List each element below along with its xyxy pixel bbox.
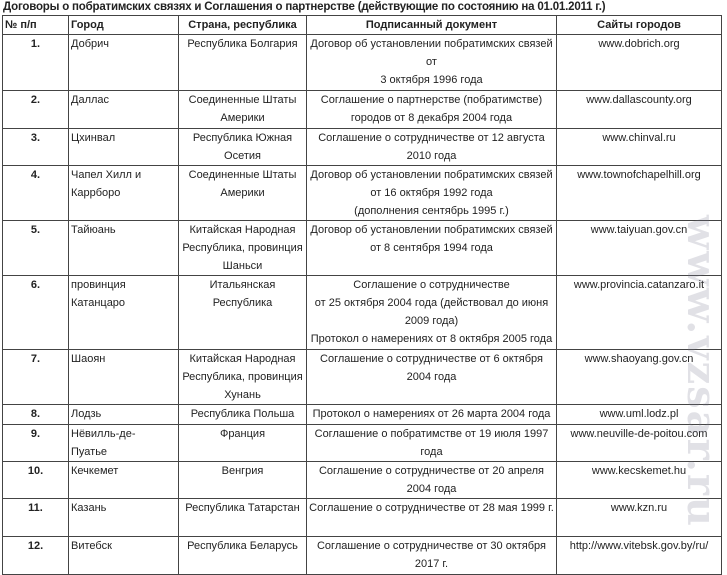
row-number: 4. bbox=[2, 165, 69, 221]
city-name: Кечкемет bbox=[68, 461, 179, 499]
city-website: www.dallascounty.org bbox=[556, 90, 722, 129]
city-name: Витебск bbox=[68, 536, 179, 575]
city-website: www.kecskemet.hu bbox=[556, 461, 722, 499]
country-name: Соединенные Штаты Америки bbox=[178, 165, 307, 221]
country-name: Республика Беларусь bbox=[178, 536, 307, 575]
row-number: 12. bbox=[2, 536, 69, 575]
country-name: Венгрия bbox=[178, 461, 307, 499]
country-name: Республика Болгария bbox=[178, 34, 307, 91]
city-website: http://www.vitebsk.gov.by/ru/ bbox=[556, 536, 722, 575]
city-website: www.townofchapelhill.org bbox=[556, 165, 722, 221]
table-header-row: № п/п Город Страна, республика Подписанн… bbox=[2, 15, 722, 35]
city-website: www.neuville-de-poitou.com bbox=[556, 424, 722, 462]
watermark: www.vzsar.ru bbox=[678, 215, 725, 529]
row-number: 5. bbox=[2, 220, 69, 276]
header-country: Страна, республика bbox=[178, 15, 307, 35]
city-website: www.chinval.ru bbox=[556, 128, 722, 166]
country-name: Китайская Народная Республика, провинция… bbox=[178, 220, 307, 276]
signed-document: Соглашение о сотрудничестве от 30 октябр… bbox=[306, 536, 557, 575]
signed-document: Соглашение о сотрудничестве от 6 октября… bbox=[306, 349, 557, 405]
signed-document: Договор об установлении побратимских свя… bbox=[306, 220, 557, 276]
country-name: Франция bbox=[178, 424, 307, 462]
country-name: Итальянская Республика bbox=[178, 275, 307, 350]
table-row: 11. Казань Республика Татарстан Соглашение … bbox=[2, 498, 722, 537]
signed-document: Соглашение о партнерстве (побратимстве) … bbox=[306, 90, 557, 129]
row-number: 10. bbox=[2, 461, 69, 499]
city-website: www.kzn.ru bbox=[556, 498, 722, 537]
city-name: Добрич bbox=[68, 34, 179, 91]
page-title: Договоры о побратимских связях и Соглаше… bbox=[3, 1, 606, 13]
table-row: 4. Чапел Хилл и Каррборо Соединенные Штаты… bbox=[2, 165, 722, 221]
city-website: www.taiyuan.gov.cn bbox=[556, 220, 722, 276]
table-row: 10. Кечкемет Венгрия Соглашение о сотруднич… bbox=[2, 461, 722, 499]
row-number: 1. bbox=[2, 34, 69, 91]
city-name: Даллас bbox=[68, 90, 179, 129]
header-document: Подписанный документ bbox=[306, 15, 557, 35]
header-city: Город bbox=[68, 15, 179, 35]
city-website: www.uml.lodz.pl bbox=[556, 404, 722, 425]
country-name: Республика Татарстан bbox=[178, 498, 307, 537]
row-number: 3. bbox=[2, 128, 69, 166]
sister-cities-table: № п/п Город Страна, республика Подписанн… bbox=[2, 15, 722, 575]
table-row: 12. Витебск Республика Беларусь Соглашение … bbox=[2, 536, 722, 575]
table-row: 7. Шаоян Китайская Народная Республика, пр… bbox=[2, 349, 722, 405]
signed-document: Соглашение о побратимстве от 19 июля 199… bbox=[306, 424, 557, 462]
signed-document: Соглашение о сотрудничестве от 28 мая 19… bbox=[306, 498, 557, 537]
signed-document: Соглашение о сотрудничестве от 20 апреля… bbox=[306, 461, 557, 499]
table-row: 1. Добрич Республика Болгария Договор об ус… bbox=[2, 34, 722, 91]
signed-document: Соглашение о сотрудничестве от 25 октябр… bbox=[306, 275, 557, 350]
table-row: 3. Цхинвал Республика Южная Осетия Соглашен… bbox=[2, 128, 722, 166]
city-name: Казань bbox=[68, 498, 179, 537]
signed-document: Договор об установлении побратимских свя… bbox=[306, 34, 557, 91]
city-name: Нёвилль-де- Пуатье bbox=[68, 424, 179, 462]
city-name: провинция Катанцаро bbox=[68, 275, 179, 350]
city-website: www.dobrich.org bbox=[556, 34, 722, 91]
signed-document: Соглашение о сотрудничестве от 12 август… bbox=[306, 128, 557, 166]
signed-document: Протокол о намерениях от 26 марта 2004 г… bbox=[306, 404, 557, 425]
row-number: 7. bbox=[2, 349, 69, 405]
header-sites: Сайты городов bbox=[556, 15, 722, 35]
row-number: 6. bbox=[2, 275, 69, 350]
row-number: 11. bbox=[2, 498, 69, 537]
country-name: Республика Польша bbox=[178, 404, 307, 425]
city-name: Шаоян bbox=[68, 349, 179, 405]
row-number: 9. bbox=[2, 424, 69, 462]
header-number: № п/п bbox=[2, 15, 69, 35]
country-name: Китайская Народная Республика, провинция… bbox=[178, 349, 307, 405]
city-website: www.provincia.catanzaro.it bbox=[556, 275, 722, 350]
country-name: Республика Южная Осетия bbox=[178, 128, 307, 166]
table-row: 8. Лодзь Республика Польша Протокол о намер… bbox=[2, 404, 722, 425]
city-name: Тайюань bbox=[68, 220, 179, 276]
country-name: Соединенные Штаты Америки bbox=[178, 90, 307, 129]
table-row: 2. Даллас Соединенные Штаты Америки Соглаше… bbox=[2, 90, 722, 129]
city-name: Чапел Хилл и Каррборо bbox=[68, 165, 179, 221]
row-number: 2. bbox=[2, 90, 69, 129]
table-row: 6. провинция Катанцаро Итальянская Республ… bbox=[2, 275, 722, 350]
table-row: 5. Тайюань Китайская Народная Республика, … bbox=[2, 220, 722, 276]
city-name: Цхинвал bbox=[68, 128, 179, 166]
table-row: 9. Нёвилль-де- Пуатье Франция Соглашение о … bbox=[2, 424, 722, 462]
row-number: 8. bbox=[2, 404, 69, 425]
signed-document: Договор об установлении побратимских свя… bbox=[306, 165, 557, 221]
city-name: Лодзь bbox=[68, 404, 179, 425]
